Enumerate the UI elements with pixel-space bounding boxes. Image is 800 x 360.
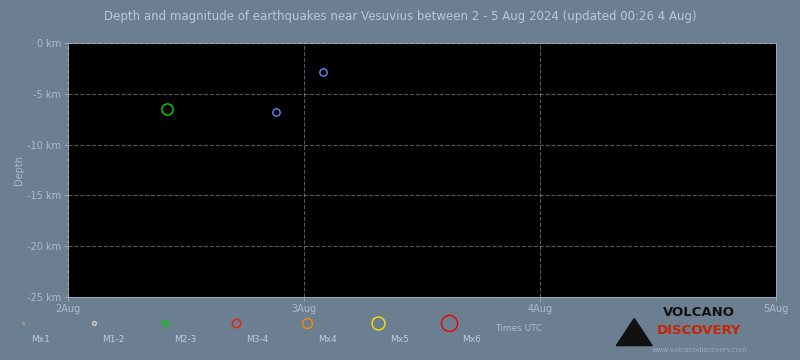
- Text: Mx5: Mx5: [390, 336, 409, 344]
- Y-axis label: Depth: Depth: [14, 155, 24, 185]
- Text: Depth and magnitude of earthquakes near Vesuvius between 2 - 5 Aug 2024 (updated: Depth and magnitude of earthquakes near …: [104, 10, 696, 23]
- Text: M1-2: M1-2: [102, 336, 125, 344]
- Text: VOLCANO: VOLCANO: [663, 306, 735, 319]
- Text: M3-4: M3-4: [246, 336, 269, 344]
- Text: www.volcanodiscovery.com: www.volcanodiscovery.com: [651, 347, 747, 353]
- Text: Mx6: Mx6: [462, 336, 481, 344]
- Text: Mx1: Mx1: [31, 336, 50, 344]
- Text: DISCOVERY: DISCOVERY: [657, 324, 742, 337]
- Text: Times UTC: Times UTC: [495, 324, 542, 333]
- Polygon shape: [616, 319, 652, 346]
- Text: M2-3: M2-3: [174, 336, 197, 344]
- Text: Mx4: Mx4: [318, 336, 337, 344]
